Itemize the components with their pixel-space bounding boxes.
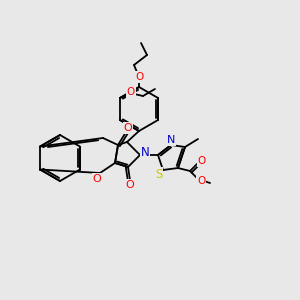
Text: O: O [124, 123, 132, 133]
Text: O: O [93, 174, 101, 184]
Text: O: O [136, 72, 144, 82]
Text: S: S [155, 167, 163, 181]
Text: N: N [167, 135, 175, 145]
Text: O: O [197, 176, 205, 186]
Text: N: N [141, 146, 149, 160]
Text: O: O [127, 87, 135, 97]
Text: O: O [198, 156, 206, 166]
Text: O: O [126, 180, 134, 190]
